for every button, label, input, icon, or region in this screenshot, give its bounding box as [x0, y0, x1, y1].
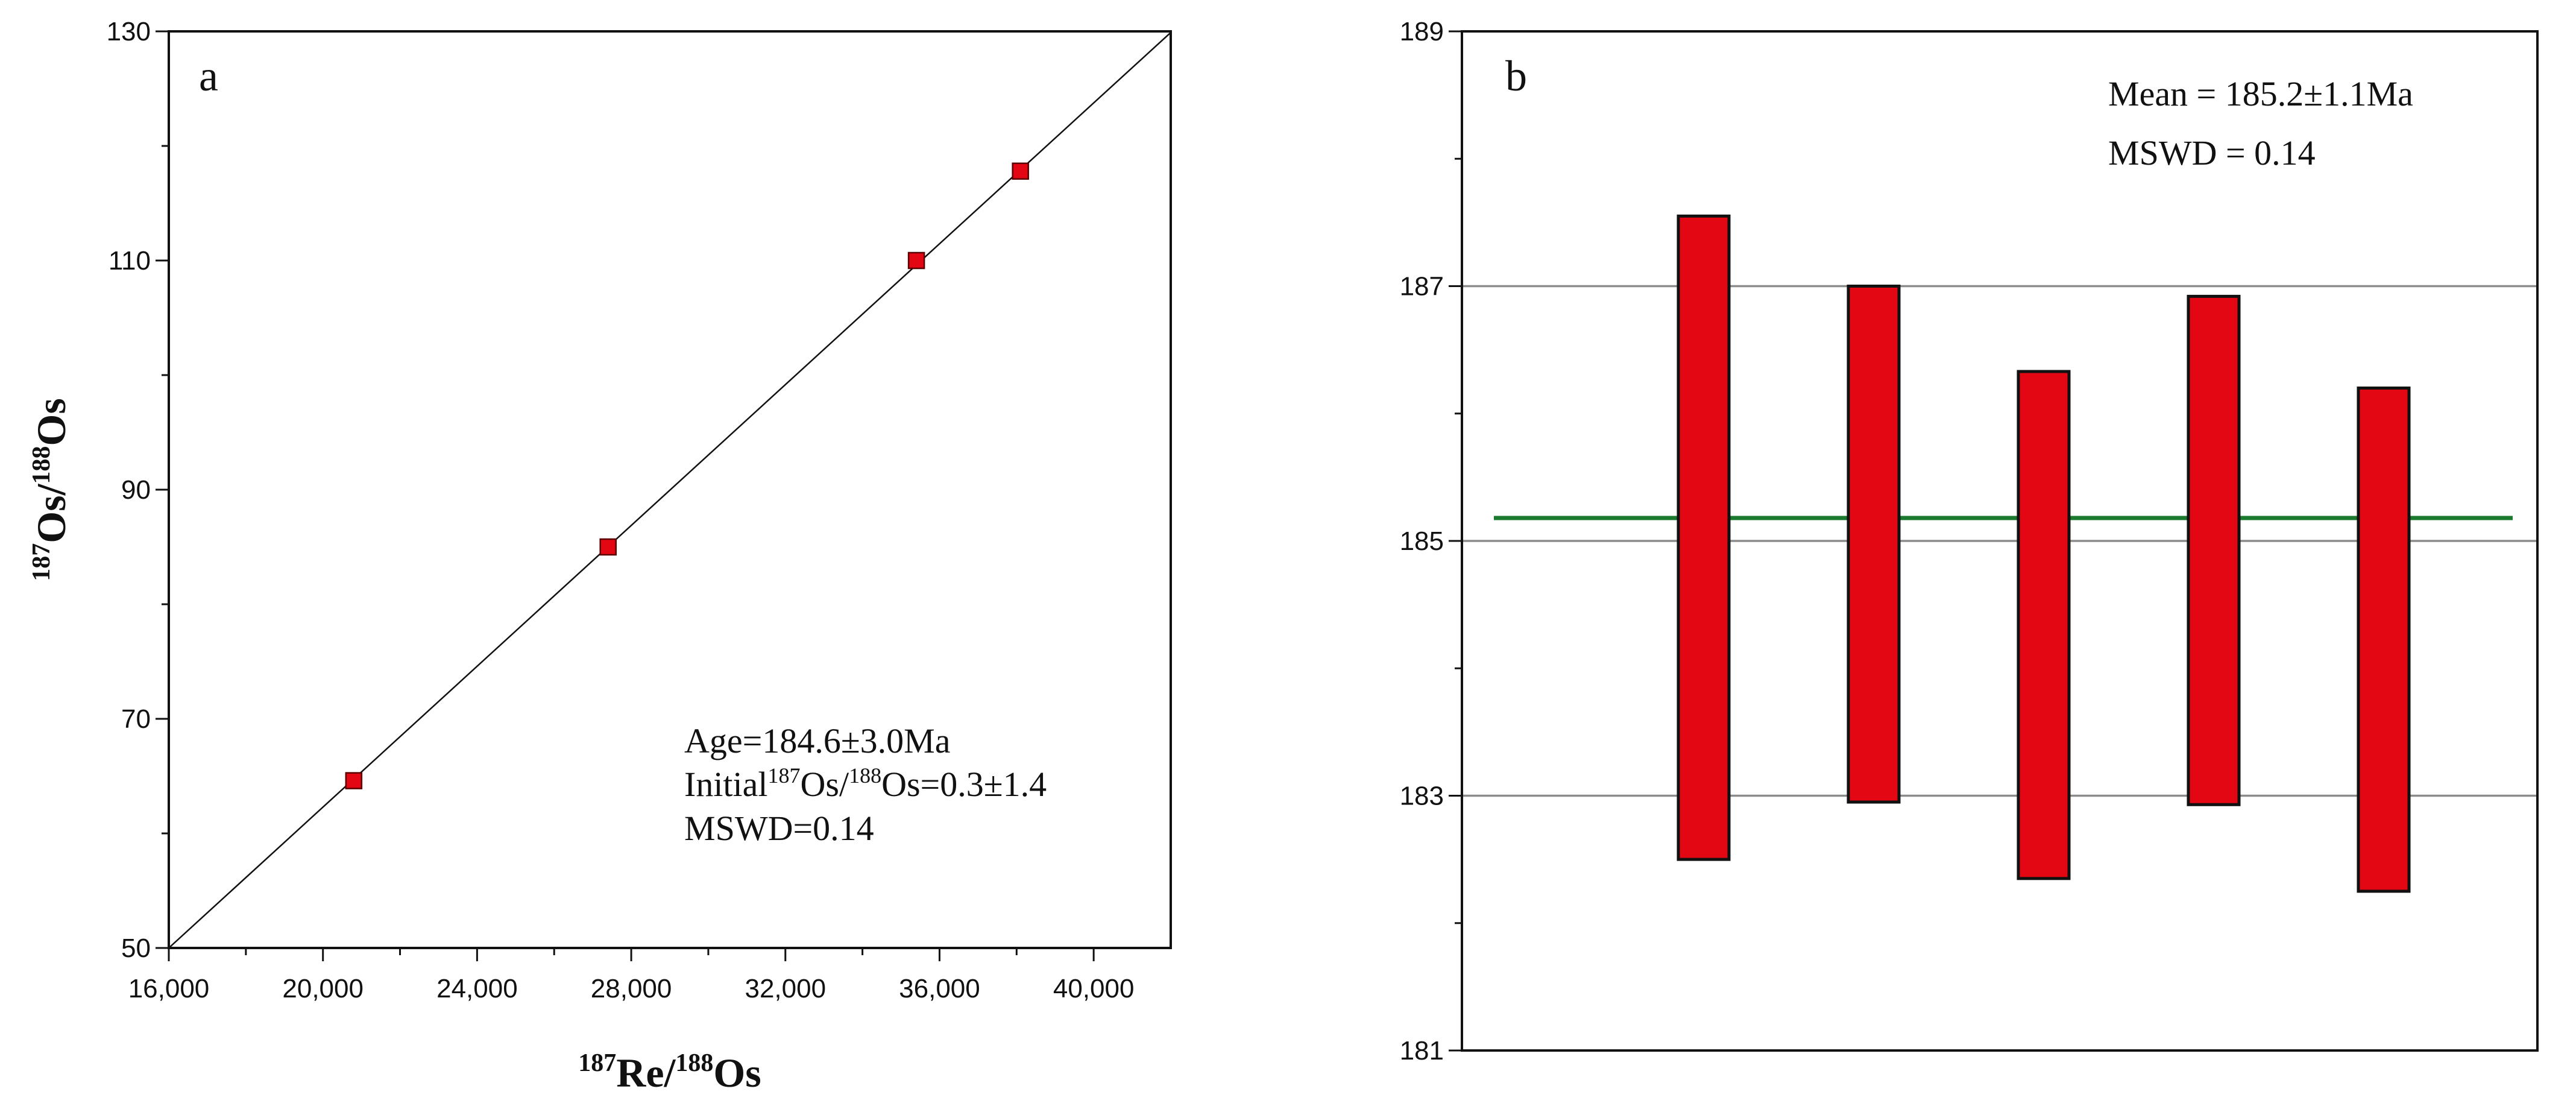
y-tick-label: 70 — [121, 704, 151, 734]
panel-a-y-axis-title: 187Os/188Os — [28, 398, 74, 581]
isochron-data-points — [345, 162, 1029, 789]
panel-a-label: a — [199, 52, 218, 100]
panel-a-x-ticks: 16,000 20,000 24,000 28,000 32,000 36,000 40,0… — [128, 948, 1135, 1003]
error-bar — [2017, 370, 2071, 880]
x-tick-label: 20,000 — [282, 974, 364, 1003]
y-tick-label: 189 — [1400, 17, 1444, 46]
data-point — [1012, 162, 1029, 180]
panel-b-mean-annotation: Mean = 185.2±1.1Ma — [2108, 74, 2413, 113]
error-bar — [1847, 285, 1901, 804]
panel-b-weighted-mean: 181 183 185 187 189 b Mean = 185.2±1.1Ma MSW… — [1400, 17, 2539, 1066]
y-tick-label: 90 — [121, 475, 151, 505]
y-tick-label: 183 — [1400, 782, 1444, 811]
panel-a-isochron: 16,000 20,000 24,000 28,000 32,000 36,000 40,0… — [28, 17, 1172, 1096]
panel-b-label: b — [1505, 52, 1527, 100]
error-bar — [2357, 387, 2411, 893]
panel-a-mswd-annotation: MSWD=0.14 — [684, 809, 874, 848]
x-tick-label: 36,000 — [899, 974, 980, 1003]
y-tick-label: 181 — [1400, 1036, 1444, 1066]
data-point — [907, 251, 925, 270]
data-point — [345, 772, 363, 789]
y-tick-label: 130 — [107, 17, 151, 46]
error-bar — [2187, 294, 2241, 806]
data-point — [599, 538, 617, 556]
x-tick-label: 40,000 — [1053, 974, 1135, 1003]
y-tick-label: 187 — [1400, 272, 1444, 302]
panel-a-x-axis-title: 187Re/188Os — [578, 1049, 761, 1096]
x-tick-label: 32,000 — [745, 974, 826, 1003]
panel-b-y-ticks: 181 183 185 187 189 — [1400, 17, 1462, 1066]
age-error-bars — [1677, 214, 2411, 893]
x-tick-label: 16,000 — [128, 974, 210, 1003]
error-bar — [1677, 214, 1731, 861]
panel-b-mswd-annotation: MSWD = 0.14 — [2108, 133, 2316, 172]
y-tick-label: 50 — [121, 934, 151, 963]
isochron-regression-line — [168, 31, 1171, 949]
y-tick-label: 110 — [109, 246, 151, 276]
panel-a-y-ticks: 50 70 90 110 130 — [107, 17, 169, 963]
x-tick-label: 28,000 — [591, 974, 672, 1003]
x-tick-label: 24,000 — [436, 974, 518, 1003]
y-tick-label: 185 — [1400, 526, 1444, 556]
panel-a-initial-annotation: Initial187Os/188Os=0.3±1.4 — [684, 763, 1047, 804]
panel-a-age-annotation: Age=184.6±3.0Ma — [684, 721, 951, 760]
